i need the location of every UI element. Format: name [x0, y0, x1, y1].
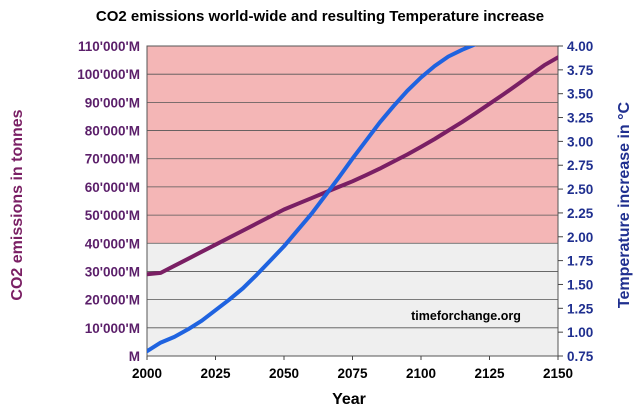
- y-axis-right-label: Temperature increase in °C: [616, 101, 633, 308]
- data-lines: [147, 46, 558, 354]
- y-right-tick-label: 4.00: [567, 39, 593, 54]
- x-tick-label: 2050: [269, 366, 299, 381]
- y-left-tick-label: 20'000'M: [85, 293, 140, 308]
- y-left-tick-label: 110'000'M: [78, 39, 140, 54]
- y-left-tick-label: 60'000'M: [85, 180, 140, 195]
- y-left-tick-label: 70'000'M: [85, 152, 140, 167]
- x-tick-label: 2025: [200, 366, 231, 381]
- y-right-tick-label: 0.75: [567, 349, 594, 364]
- co2-series-line: [147, 55, 558, 277]
- y-left-tick-label: 80'000'M: [85, 124, 140, 139]
- x-tick-label: 2150: [543, 366, 573, 381]
- y-left-tick-label: 90'000'M: [85, 95, 140, 110]
- y-left-tick-label: 30'000'M: [85, 264, 140, 279]
- x-tick-label: 2000: [132, 366, 162, 381]
- watermark: timeforchange.org: [411, 309, 521, 323]
- y-right-tick-label: 2.00: [567, 230, 593, 245]
- y-right-tick-label: 3.00: [567, 134, 593, 149]
- y-axis-left-label: CO2 emissions in tonnes: [9, 109, 26, 300]
- x-axis-ticks: 2000 2025 2050 2075 2100 2125 2150: [132, 356, 573, 381]
- y-right-tick-label: 2.50: [567, 182, 593, 197]
- danger-zone: [147, 46, 558, 244]
- x-tick-label: 2125: [474, 366, 505, 381]
- y-right-tick-label: 2.25: [567, 206, 594, 221]
- y-right-tick-label: 3.75: [567, 63, 594, 78]
- y-left-tick-label: 40'000'M: [85, 236, 140, 251]
- y-left-tick-label: 10'000'M: [85, 321, 140, 336]
- y-axis-left-ticks: M 10'000'M 20'000'M 30'000'M 40'000'M 50'000'…: [77, 39, 140, 364]
- y-left-tick-label: M: [129, 349, 140, 364]
- temperature-series-line: [147, 46, 477, 354]
- y-right-tick-label: 1.50: [567, 277, 593, 292]
- y-right-tick-label: 1.75: [567, 254, 594, 269]
- y-left-tick-label: 100'000'M: [77, 67, 140, 82]
- y-right-tick-label: 3.25: [567, 111, 594, 126]
- y-right-tick-label: 1.25: [567, 301, 594, 316]
- chart-title: CO2 emissions world-wide and resulting T…: [96, 8, 544, 25]
- x-axis-label: Year: [332, 391, 366, 408]
- x-tick-label: 2100: [406, 366, 436, 381]
- y-axis-right-ticks: 0.75 1.00 1.25 1.50 1.75 2.00 2.25 2.50 2.75 3.00…: [558, 39, 594, 364]
- y-right-tick-label: 3.50: [567, 87, 593, 102]
- x-tick-label: 2075: [337, 366, 368, 381]
- y-right-tick-label: 1.00: [567, 325, 593, 340]
- y-left-tick-label: 50'000'M: [85, 208, 140, 223]
- y-right-tick-label: 2.75: [567, 158, 594, 173]
